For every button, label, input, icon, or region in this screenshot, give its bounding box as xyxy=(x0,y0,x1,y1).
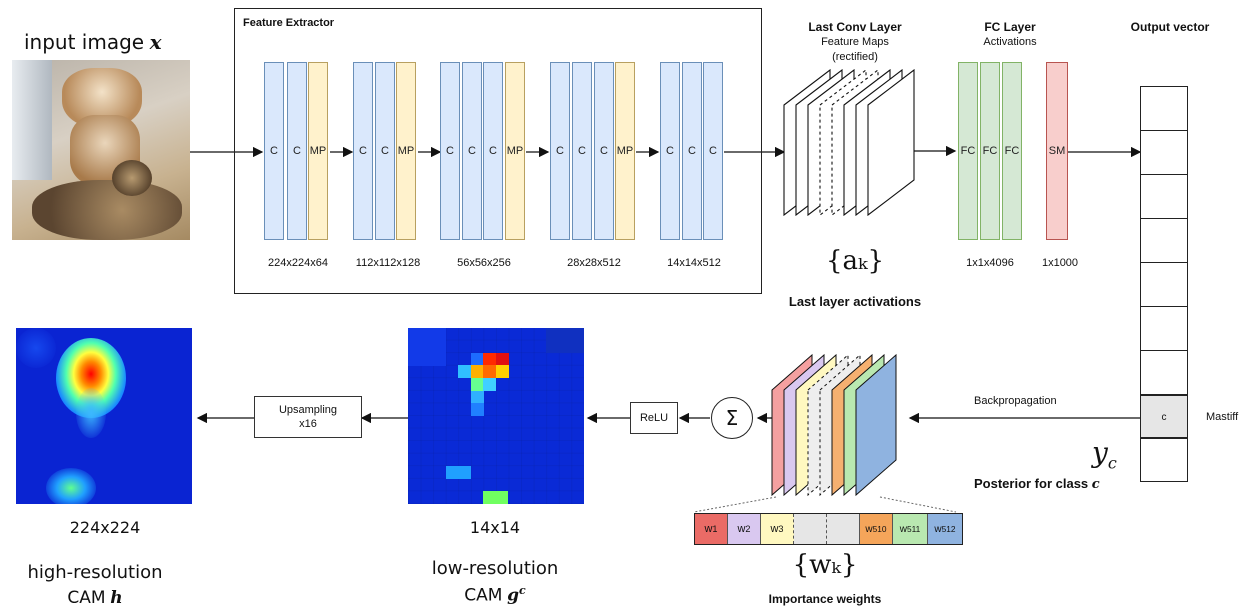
sum-node: Σ xyxy=(711,397,753,439)
conv-block: C xyxy=(550,62,570,240)
fc-block: FC xyxy=(980,62,1000,240)
low-res-cam-heatmap xyxy=(408,328,584,504)
class-cell: c xyxy=(1141,395,1187,438)
conv-block: C xyxy=(440,62,460,240)
weights-symbol: {wₖ} xyxy=(792,550,858,580)
group-dims: 28x28x512 xyxy=(567,257,621,269)
class-name: Mastiff xyxy=(1206,411,1239,423)
pool-block: MP xyxy=(615,62,635,240)
fc-sub: Activations xyxy=(983,36,1037,48)
input-image xyxy=(12,60,190,240)
softmax-block: SM xyxy=(1046,62,1068,240)
low-cam-line2: CAM gc xyxy=(464,584,526,606)
output-title: Output vector xyxy=(1130,20,1210,34)
conv-block: C xyxy=(353,62,373,240)
conv-block: C xyxy=(287,62,307,240)
fc-title: FC Layer xyxy=(984,20,1036,34)
sm-dims: 1x1000 xyxy=(1041,257,1079,269)
conv-block: C xyxy=(703,62,723,240)
activations-caption: Last layer activations xyxy=(788,294,922,309)
weight-cell xyxy=(827,514,860,544)
group-dims: 14x14x512 xyxy=(667,257,721,269)
group-dims: 56x56x256 xyxy=(457,257,511,269)
feature-extractor-box xyxy=(234,8,762,294)
pool-block: MP xyxy=(505,62,525,240)
weights-caption: Importance weights xyxy=(768,592,882,606)
backprop-label: Backpropagation xyxy=(974,395,1057,407)
pool-block: MP xyxy=(396,62,416,240)
posterior-symbol: yc xyxy=(1092,436,1117,473)
last-conv-sub2: (rectified) xyxy=(832,51,878,63)
conv-block: C xyxy=(660,62,680,240)
group-dims: 112x112x128 xyxy=(355,257,421,269)
weighted-maps-stack xyxy=(771,353,897,497)
conv-block: C xyxy=(483,62,503,240)
fc-block: FC xyxy=(958,62,978,240)
upsampling-box: Upsampling x16 xyxy=(254,396,362,438)
posterior-caption: Posterior for class c xyxy=(974,476,1100,492)
pool-block: MP xyxy=(308,62,328,240)
conv-block: C xyxy=(682,62,702,240)
high-cam-line1: high-resolution xyxy=(27,562,163,583)
conv-block: C xyxy=(572,62,592,240)
group-dims: 224x224x64 xyxy=(268,257,328,269)
conv-block: C xyxy=(375,62,395,240)
weight-cell: w 510 xyxy=(860,514,893,544)
high-res-cam-heatmap xyxy=(16,328,192,504)
high-cam-line2: CAM h xyxy=(67,588,123,608)
high-cam-dims: 224x224 xyxy=(69,518,141,537)
weight-cell xyxy=(794,514,827,544)
activation-symbol: {aₖ} xyxy=(825,246,885,276)
last-conv-sub1: Feature Maps xyxy=(821,36,889,48)
feature-maps-stack xyxy=(783,68,915,217)
low-cam-line1: low-resolution xyxy=(431,558,559,579)
conv-block: C xyxy=(462,62,482,240)
conv-block: C xyxy=(594,62,614,240)
relu-box: ReLU xyxy=(630,402,678,434)
conv-block: C xyxy=(264,62,284,240)
fc-block: FC xyxy=(1002,62,1022,240)
low-cam-dims: 14x14 xyxy=(469,518,521,537)
input-label: input image x xyxy=(24,30,162,54)
feature-extractor-title: Feature Extractor xyxy=(243,17,335,29)
weight-cell: w 511 xyxy=(893,514,928,544)
last-conv-title: Last Conv Layer xyxy=(808,20,902,34)
fc-dims: 1x1x4096 xyxy=(966,257,1014,269)
weight-cell: w 512 xyxy=(928,514,962,544)
